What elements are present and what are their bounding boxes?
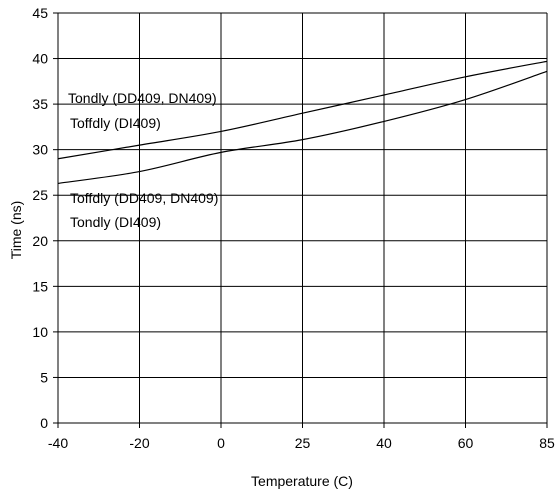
y-tick-label: 45 (32, 5, 48, 21)
annotation-tondly-di: Tondly (DI409) (70, 214, 161, 230)
x-tick-label: 25 (295, 435, 311, 451)
y-tick-label: 15 (32, 278, 48, 294)
y-tick-label: 30 (32, 142, 48, 158)
y-tick-label: 25 (32, 187, 48, 203)
annotation-toffdly-di: Toffdly (DI409) (70, 115, 161, 131)
y-axis-title: Time (ns) (8, 201, 24, 260)
series-line-1 (57, 60, 548, 160)
y-tick-label: 0 (40, 415, 48, 431)
y-tick-label: 10 (32, 324, 48, 340)
series-line-2 (57, 70, 548, 184)
y-tick-label: 5 (40, 369, 48, 385)
annotation-toffdly-dd-dn: Toffdly (DD409, DN409) (70, 190, 218, 206)
x-tick-label: -20 (129, 435, 149, 451)
x-tick-label: 40 (376, 435, 392, 451)
x-tick-label: 85 (539, 435, 555, 451)
x-tick-label: 60 (458, 435, 474, 451)
x-tick-label: 0 (217, 435, 225, 451)
y-tick-label: 40 (32, 51, 48, 67)
y-tick-label: 20 (32, 233, 48, 249)
series-group (57, 60, 548, 184)
annotation-tondly-dd-dn: Tondly (DD409, DN409) (68, 90, 217, 106)
y-tick-label: 35 (32, 96, 48, 112)
axes: 0 5 10 15 20 25 30 35 40 45 -40 -20 0 25 40 60 85 (32, 5, 555, 451)
x-tick-label: -40 (48, 435, 68, 451)
x-axis-title: Temperature (C) (251, 473, 353, 489)
grid (58, 12, 548, 423)
